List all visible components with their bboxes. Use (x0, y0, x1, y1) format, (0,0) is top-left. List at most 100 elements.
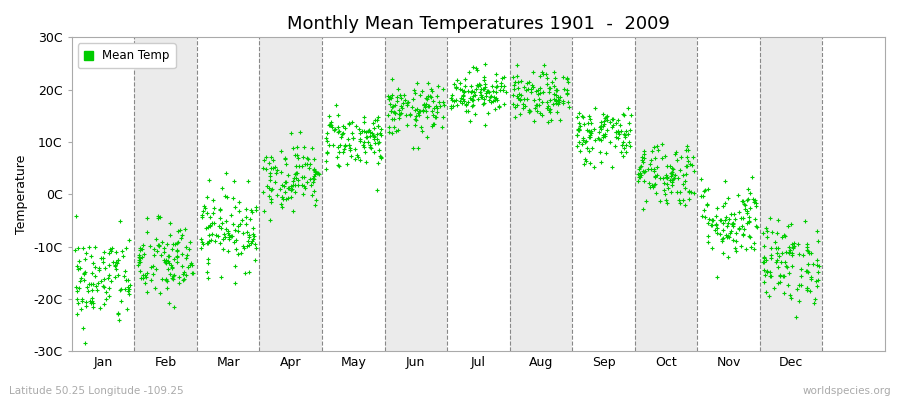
Point (116, 273, 130, 280)
Point (742, 218, 756, 224)
Point (396, 100, 410, 107)
Point (587, 164, 601, 171)
Point (463, 95, 477, 102)
Point (648, 172, 662, 179)
Point (486, 88, 500, 94)
Point (681, 158, 696, 165)
Point (429, 109, 444, 116)
Point (596, 134, 610, 140)
Point (140, 288, 155, 295)
Point (614, 149, 628, 155)
Point (98, 265, 112, 271)
Point (800, 268, 814, 274)
Point (796, 252, 810, 258)
Point (732, 226, 746, 232)
Point (222, 234, 237, 240)
Point (597, 121, 611, 128)
Point (72, 257, 86, 264)
Point (353, 138, 367, 144)
Point (411, 108, 426, 114)
Point (363, 133, 377, 139)
Bar (259, 37, 322, 351)
Point (572, 126, 586, 132)
Point (679, 146, 693, 153)
Point (386, 108, 400, 115)
Point (263, 170, 277, 176)
Point (732, 225, 746, 232)
Point (475, 94, 490, 100)
Point (511, 94, 526, 101)
Point (236, 242, 250, 249)
Point (660, 199, 674, 206)
Point (523, 107, 537, 114)
Point (806, 261, 820, 267)
Point (330, 154, 345, 160)
Point (719, 232, 733, 238)
Point (535, 112, 549, 118)
Point (522, 106, 536, 113)
Point (418, 103, 432, 110)
Point (762, 215, 777, 222)
Point (756, 258, 770, 265)
Point (478, 84, 492, 90)
Point (73, 278, 87, 284)
Point (162, 253, 176, 260)
Point (107, 262, 122, 268)
Point (454, 87, 469, 93)
Point (301, 161, 315, 167)
Point (464, 102, 479, 109)
Point (778, 273, 792, 279)
Point (721, 195, 735, 201)
Point (291, 155, 305, 162)
Point (308, 171, 322, 177)
Point (780, 264, 795, 271)
Point (398, 97, 412, 104)
Point (486, 98, 500, 104)
Point (69, 213, 84, 219)
Point (550, 87, 564, 93)
Point (279, 179, 293, 185)
Point (391, 86, 405, 92)
Point (764, 252, 778, 258)
Point (151, 213, 166, 220)
Point (455, 100, 470, 106)
Point (721, 254, 735, 260)
Point (241, 268, 256, 275)
Point (544, 79, 559, 86)
Point (782, 270, 796, 276)
Point (356, 144, 371, 150)
Point (572, 127, 586, 134)
Point (455, 92, 470, 98)
Point (302, 164, 316, 171)
Point (783, 247, 797, 253)
Point (609, 120, 624, 126)
Point (681, 188, 696, 195)
Point (278, 156, 293, 163)
Point (85, 287, 99, 293)
Point (572, 126, 586, 133)
Point (361, 128, 375, 135)
Point (598, 150, 613, 156)
Point (331, 129, 346, 135)
Point (386, 124, 400, 130)
Point (799, 285, 814, 292)
Point (348, 122, 363, 129)
Point (713, 217, 727, 224)
Point (715, 236, 729, 242)
Point (264, 199, 278, 205)
Point (811, 238, 825, 244)
Point (750, 224, 764, 230)
Point (466, 92, 481, 99)
Point (372, 146, 386, 153)
Point (99, 296, 113, 302)
Point (340, 136, 355, 142)
Point (791, 282, 806, 288)
Point (297, 183, 311, 190)
Point (420, 93, 435, 99)
Point (517, 84, 531, 90)
Point (148, 266, 163, 272)
Point (140, 270, 154, 276)
Point (290, 143, 304, 150)
Point (647, 182, 662, 188)
Point (806, 300, 821, 307)
